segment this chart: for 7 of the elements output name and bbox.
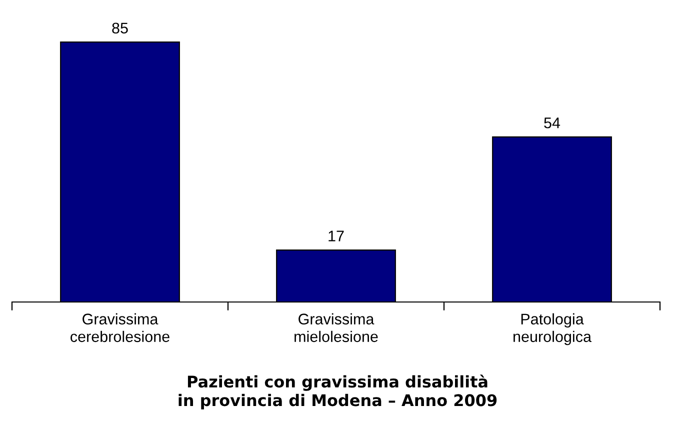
x-tick-label: Gravissima cerebrolesione [70,313,170,342]
data-label: 54 [544,118,560,128]
data-label: 85 [112,22,128,34]
data-label: 17 [328,230,344,242]
text: Pazienti con gravissima disabilità in provincia di Modena – Anno 2009 [178,374,497,410]
x-tick-label: Patologia neurologica [514,313,592,346]
x-tick-label: Gravissima mielolesione [294,313,378,342]
